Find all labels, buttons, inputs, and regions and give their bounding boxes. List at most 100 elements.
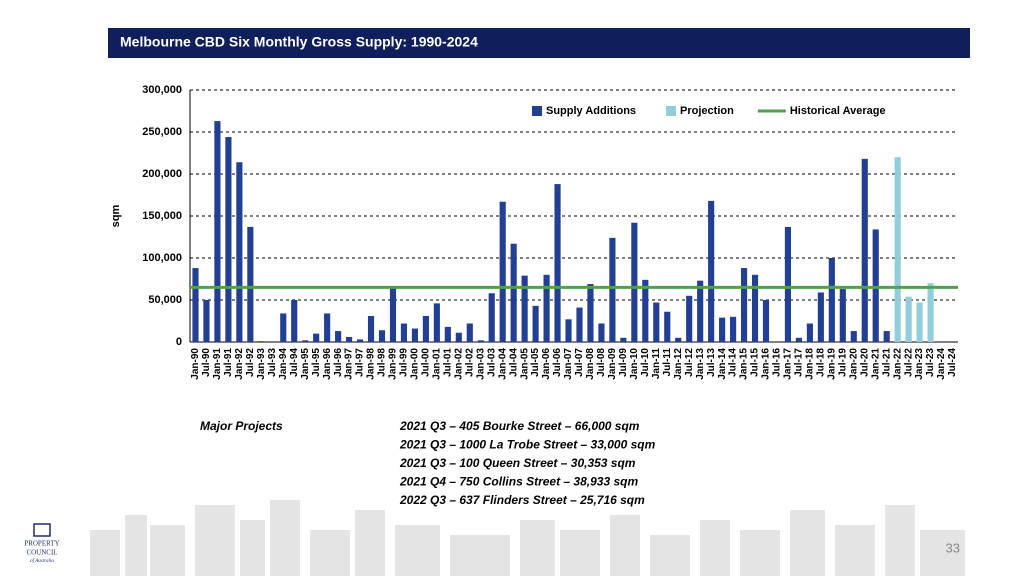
y-tick-label: 250,000 [142, 126, 182, 138]
bar [324, 313, 331, 342]
page-number: 33 [946, 540, 960, 555]
x-tick-label: Jan-03 [475, 348, 486, 380]
bar [532, 305, 539, 342]
x-tick-label: Jan-19 [826, 348, 837, 380]
bar [883, 331, 890, 342]
y-tick-label: 100,000 [142, 252, 182, 264]
x-tick-label: Jan-23 [914, 348, 925, 380]
x-tick-label: Jan-93 [256, 348, 267, 380]
bar [543, 274, 550, 342]
x-tick-label: Jul-12 [684, 348, 695, 377]
bar [521, 275, 528, 342]
legend-label: Historical Average [790, 105, 886, 117]
projects-heading: Major Projects [200, 419, 283, 433]
bar [302, 340, 309, 342]
bar [631, 222, 638, 342]
x-tick-label: Jul-21 [881, 348, 892, 377]
logo-text: COUNCIL [26, 549, 57, 557]
x-tick-label: Jul-01 [442, 348, 453, 377]
x-tick-label: Jul-07 [574, 348, 585, 377]
bar [422, 315, 429, 342]
x-tick-label: Jan-04 [497, 348, 508, 380]
x-tick-label: Jul-98 [377, 348, 388, 377]
project-item: 2021 Q3 – 1000 La Trobe Street – 33,000 … [399, 438, 656, 452]
bar [477, 340, 484, 342]
x-tick-label: Jul-03 [486, 348, 497, 377]
x-tick-label: Jan-01 [431, 348, 442, 380]
x-tick-label: Jan-14 [717, 348, 728, 380]
x-tick-label: Jan-90 [190, 348, 201, 380]
bar [367, 315, 375, 342]
bar [247, 226, 254, 342]
x-tick-label: Jul-02 [464, 348, 475, 377]
x-tick-label: Jan-22 [892, 348, 903, 380]
x-tick-label: Jul-13 [706, 348, 717, 377]
x-tick-label: Jan-06 [541, 348, 552, 380]
bar [499, 201, 506, 342]
bar [356, 339, 364, 342]
x-tick-label: Jul-17 [794, 348, 805, 377]
project-item: 2021 Q4 – 750 Collins Street – 38,933 sq… [399, 475, 638, 489]
bar [861, 158, 868, 342]
x-tick-label: Jul-90 [201, 348, 212, 377]
bar [313, 333, 320, 342]
bar [587, 284, 594, 342]
bar [598, 323, 605, 342]
bar [806, 323, 813, 342]
bar [291, 300, 298, 342]
bar [828, 258, 835, 342]
x-tick-label: Jan-10 [629, 348, 640, 380]
x-tick-label: Jul-91 [223, 348, 234, 377]
x-tick-label: Jan-18 [805, 348, 816, 380]
x-tick-label: Jul-99 [399, 348, 410, 377]
x-tick-label: Jul-16 [772, 348, 783, 377]
logo: PROPERTY COUNCIL of Australia [24, 523, 60, 564]
x-tick-label: Jan-08 [585, 348, 596, 380]
legend-label: Supply Additions [546, 105, 636, 117]
bar [719, 317, 726, 342]
bar [620, 337, 627, 342]
x-tick-label: Jul-05 [530, 348, 541, 377]
bar [576, 307, 583, 342]
x-tick-label: Jan-91 [212, 348, 223, 380]
bar [378, 330, 386, 342]
logo-text: PROPERTY [24, 540, 59, 548]
x-tick-label: Jan-95 [300, 348, 311, 380]
bar [400, 323, 408, 342]
project-item: 2021 Q3 – 100 Queen Street – 30,353 sqm [399, 456, 636, 470]
y-tick-label: 200,000 [142, 168, 182, 180]
bar [817, 292, 824, 342]
bar [927, 283, 934, 342]
logo-text: of Australia [30, 559, 54, 564]
x-tick-label: Jan-13 [695, 348, 706, 380]
x-tick-label: Jul-96 [333, 348, 344, 377]
x-tick-label: Jan-98 [366, 348, 377, 380]
bar [225, 137, 232, 342]
y-tick-label: 300,000 [142, 84, 182, 96]
projects-list: 2021 Q3 – 405 Bourke Street – 66,000 sqm… [399, 419, 656, 507]
x-tick-label: Jul-94 [289, 348, 300, 377]
x-tick-label: Jan-94 [278, 348, 289, 380]
bar [510, 243, 517, 342]
bar [905, 296, 912, 342]
y-tick-label: 150,000 [142, 210, 182, 222]
bar [653, 302, 660, 342]
bar [697, 280, 704, 342]
x-tick-label: Jan-00 [410, 348, 421, 380]
bar [686, 295, 693, 342]
x-tick-label: Jul-92 [245, 348, 256, 377]
bar [258, 341, 265, 342]
x-tick-label: Jan-17 [783, 348, 794, 380]
bar [455, 332, 462, 342]
x-tick-label: Jul-00 [421, 348, 432, 377]
x-tick-label: Jul-04 [508, 348, 519, 377]
x-tick-label: Jan-96 [322, 348, 333, 380]
bar [214, 121, 221, 342]
x-tick-label: Jan-20 [848, 348, 859, 380]
x-tick-label: Jul-97 [355, 348, 366, 377]
x-tick-label: Jan-02 [453, 348, 464, 380]
x-tick-label: Jul-11 [662, 348, 673, 377]
bar [236, 162, 243, 342]
bar [488, 293, 495, 342]
